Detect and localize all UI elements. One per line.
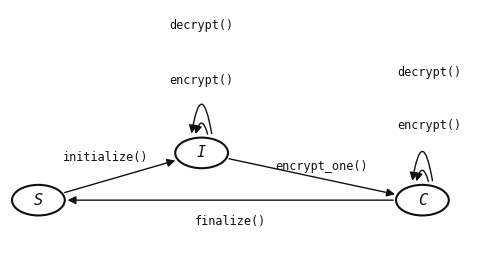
Circle shape — [12, 185, 65, 215]
Text: encrypt_one(): encrypt_one() — [276, 160, 368, 173]
Text: decrypt(): decrypt() — [169, 19, 234, 31]
Circle shape — [175, 138, 228, 168]
Text: C: C — [418, 193, 427, 208]
Text: encrypt(): encrypt() — [397, 119, 462, 131]
Text: decrypt(): decrypt() — [397, 66, 462, 79]
Text: S: S — [34, 193, 43, 208]
Text: finalize(): finalize() — [195, 215, 266, 227]
Circle shape — [396, 185, 449, 215]
Text: initialize(): initialize() — [63, 151, 148, 163]
Text: encrypt(): encrypt() — [169, 74, 234, 87]
Text: I: I — [197, 145, 206, 160]
